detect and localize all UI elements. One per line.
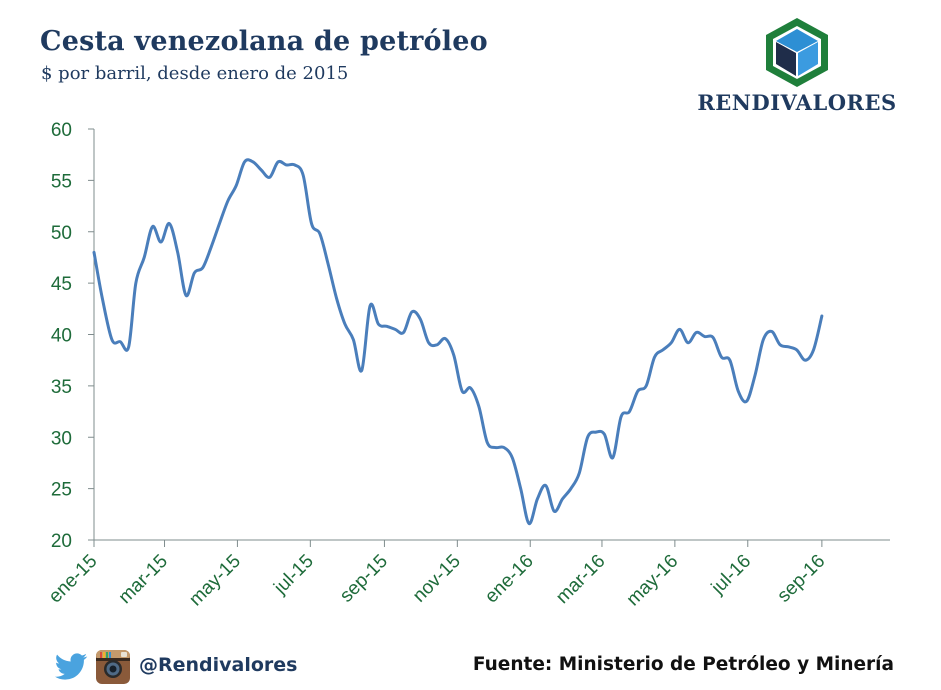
series-line (92, 158, 824, 526)
y-tick-label: 30 (51, 428, 72, 449)
x-tick-label: jul-16 (707, 551, 755, 599)
y-tick-label: 55 (51, 171, 72, 192)
x-tick-label: nov-15 (409, 551, 465, 607)
series-group (92, 158, 824, 526)
chart-title: Cesta venezolana de petróleo (40, 26, 488, 57)
brand-name: RENDIVALORES (697, 90, 897, 115)
y-tick-label: 35 (51, 377, 72, 398)
x-tick-label: ene-16 (481, 551, 538, 608)
y-axis: 20 25 30 35 40 45 50 55 60 (51, 120, 95, 552)
y-tick-label: 25 (51, 480, 72, 501)
y-tick-label: 40 (51, 326, 72, 347)
x-tick-label: ene-15 (45, 551, 102, 608)
line-chart: 20 25 30 35 40 45 50 55 60 ene-15 mar-15 may-15 jul… (45, 120, 890, 611)
brand-logo: RENDIVALORES (692, 14, 902, 118)
twitter-icon[interactable] (54, 653, 88, 681)
x-tick-label: may-15 (185, 551, 245, 611)
y-tick-label: 50 (51, 223, 72, 244)
source-note: Fuente: Ministerio de Petróleo y Minería (472, 654, 894, 675)
x-tick-label: may-16 (623, 551, 683, 611)
x-tick-label: mar-15 (115, 551, 172, 608)
x-tick-label: sep-15 (336, 551, 392, 607)
x-tick-label: sep-16 (773, 551, 829, 607)
cube-logo-icon (766, 18, 828, 87)
x-tick-label: mar-16 (552, 551, 609, 608)
social-handle[interactable]: @Rendivalores (139, 654, 298, 676)
instagram-icon[interactable] (95, 649, 131, 685)
y-tick-label: 45 (51, 274, 72, 295)
x-axis: ene-15 mar-15 may-15 jul-15 sep-15 nov-15 ene-… (45, 539, 890, 611)
chart-subtitle: $ por barril, desde enero de 2015 (41, 63, 349, 84)
x-tick-label: jul-15 (269, 551, 317, 599)
y-tick-label: 60 (51, 120, 72, 141)
y-tick-label: 20 (51, 531, 72, 552)
